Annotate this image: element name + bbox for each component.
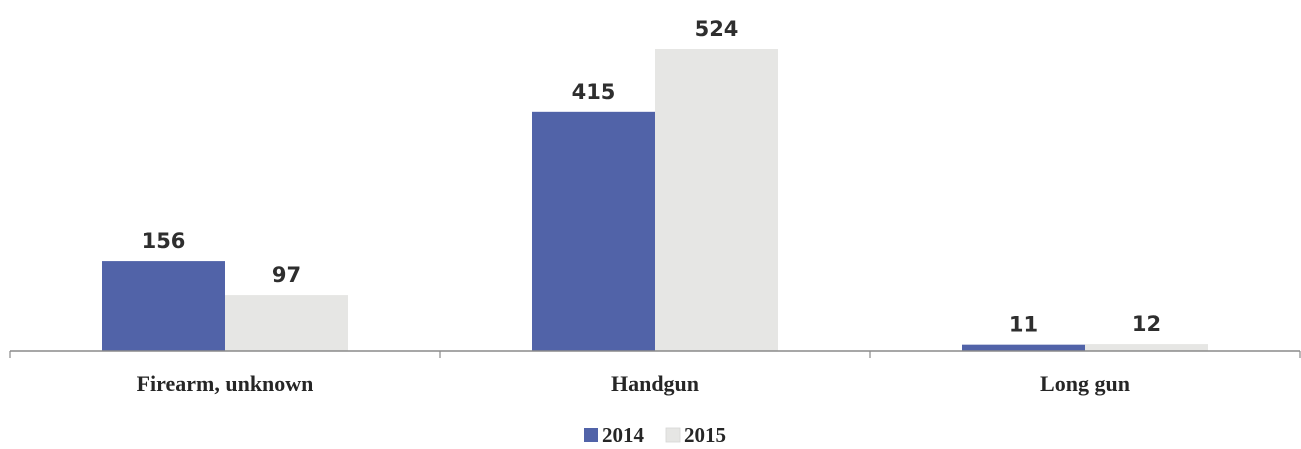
bar-2015-long-gun <box>1085 344 1208 351</box>
category-labels-group: Firearm, unknown Handgun Long gun <box>137 371 1130 396</box>
data-label: 156 <box>142 229 186 253</box>
value-labels-group: 156 97 415 524 11 12 <box>142 17 1162 337</box>
bar-2015-firearm-unknown <box>225 295 348 351</box>
data-label: 97 <box>272 263 301 287</box>
bars-group <box>102 49 1208 351</box>
category-label: Long gun <box>1040 371 1130 396</box>
legend-swatch-2014 <box>584 428 598 442</box>
data-label: 12 <box>1132 312 1161 336</box>
data-label: 415 <box>572 80 616 104</box>
bar-2014-handgun <box>532 111 655 351</box>
legend-label-2015: 2015 <box>684 423 726 447</box>
category-label: Handgun <box>611 371 699 396</box>
data-label: 11 <box>1009 313 1038 337</box>
category-label: Firearm, unknown <box>137 371 314 396</box>
bar-2014-firearm-unknown <box>102 261 225 351</box>
bar-2015-handgun <box>655 49 778 351</box>
legend-swatch-2015 <box>665 427 681 443</box>
bar-2014-long-gun <box>962 344 1085 351</box>
legend: 2014 2015 <box>584 423 726 447</box>
data-label: 524 <box>695 17 739 41</box>
x-axis-ticks <box>9 351 1301 358</box>
legend-label-2014: 2014 <box>602 423 645 447</box>
